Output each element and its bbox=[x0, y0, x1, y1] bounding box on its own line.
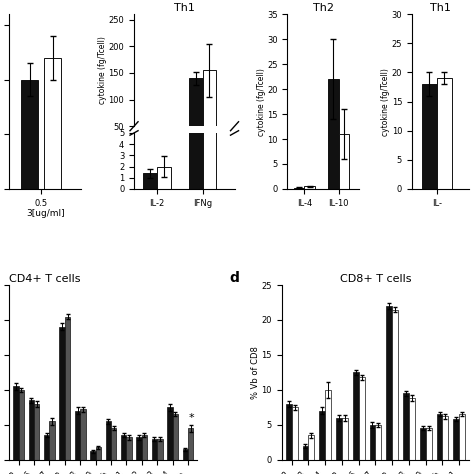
Y-axis label: cytokine (fg/Tcell): cytokine (fg/Tcell) bbox=[256, 68, 265, 136]
Bar bbox=[309, 435, 314, 460]
Title: Th1: Th1 bbox=[174, 3, 195, 13]
Bar bbox=[157, 152, 171, 153]
Title: Th2: Th2 bbox=[313, 3, 334, 13]
Bar bbox=[403, 393, 409, 460]
Bar bbox=[152, 439, 157, 460]
Bar bbox=[34, 404, 39, 460]
Bar bbox=[137, 438, 142, 460]
Bar bbox=[143, 173, 157, 189]
X-axis label: 3[ug/ml]: 3[ug/ml] bbox=[26, 209, 64, 218]
Title: CD8+ T cells: CD8+ T cells bbox=[340, 274, 411, 284]
Bar bbox=[338, 134, 349, 189]
Bar bbox=[426, 428, 431, 460]
Text: *: * bbox=[189, 413, 194, 423]
Bar bbox=[342, 418, 348, 460]
Bar bbox=[157, 166, 171, 189]
Bar bbox=[44, 435, 49, 460]
Bar bbox=[325, 390, 331, 460]
Bar bbox=[189, 0, 202, 189]
Bar bbox=[143, 152, 157, 153]
Bar bbox=[420, 428, 426, 460]
Bar bbox=[182, 449, 188, 460]
Bar bbox=[90, 451, 96, 460]
Text: CD4+ T cells: CD4+ T cells bbox=[9, 274, 81, 284]
Bar bbox=[96, 447, 101, 460]
Y-axis label: cytokine (fg/Tcell): cytokine (fg/Tcell) bbox=[98, 36, 107, 104]
Bar bbox=[437, 414, 442, 460]
Bar bbox=[442, 417, 448, 460]
Bar bbox=[111, 428, 117, 460]
Bar bbox=[370, 425, 375, 460]
Bar bbox=[392, 310, 398, 460]
Bar bbox=[44, 58, 61, 189]
Bar bbox=[21, 80, 38, 189]
Bar bbox=[304, 186, 315, 189]
Bar bbox=[386, 306, 392, 460]
Bar bbox=[202, 70, 216, 153]
Bar bbox=[437, 78, 452, 189]
Bar bbox=[328, 79, 338, 189]
Bar bbox=[18, 390, 24, 460]
Bar bbox=[286, 404, 292, 460]
Title: Th1: Th1 bbox=[430, 3, 451, 13]
Bar bbox=[294, 188, 304, 189]
Bar bbox=[302, 446, 309, 460]
Bar bbox=[29, 401, 34, 460]
Bar bbox=[173, 414, 178, 460]
Bar bbox=[49, 421, 55, 460]
Bar bbox=[167, 407, 173, 460]
Bar bbox=[336, 418, 342, 460]
Bar bbox=[59, 327, 65, 460]
Bar bbox=[453, 419, 459, 460]
Bar bbox=[375, 425, 381, 460]
Bar bbox=[75, 411, 80, 460]
Bar bbox=[80, 410, 86, 460]
Bar bbox=[359, 377, 365, 460]
Bar bbox=[353, 373, 359, 460]
Bar bbox=[188, 428, 193, 460]
Y-axis label: cytokine (fg/Tcell): cytokine (fg/Tcell) bbox=[381, 68, 390, 136]
Bar bbox=[127, 438, 132, 460]
Bar bbox=[106, 421, 111, 460]
Bar bbox=[189, 78, 202, 153]
Y-axis label: % Vb of CD8: % Vb of CD8 bbox=[251, 346, 260, 399]
Text: d: d bbox=[229, 271, 239, 285]
Bar bbox=[459, 414, 465, 460]
Bar bbox=[319, 411, 325, 460]
Bar bbox=[121, 435, 127, 460]
Bar bbox=[202, 0, 216, 189]
Bar bbox=[13, 386, 18, 460]
Bar bbox=[157, 439, 163, 460]
Bar bbox=[409, 398, 415, 460]
Bar bbox=[142, 435, 147, 460]
Bar bbox=[422, 84, 437, 189]
Bar bbox=[292, 407, 298, 460]
Bar bbox=[65, 317, 70, 460]
